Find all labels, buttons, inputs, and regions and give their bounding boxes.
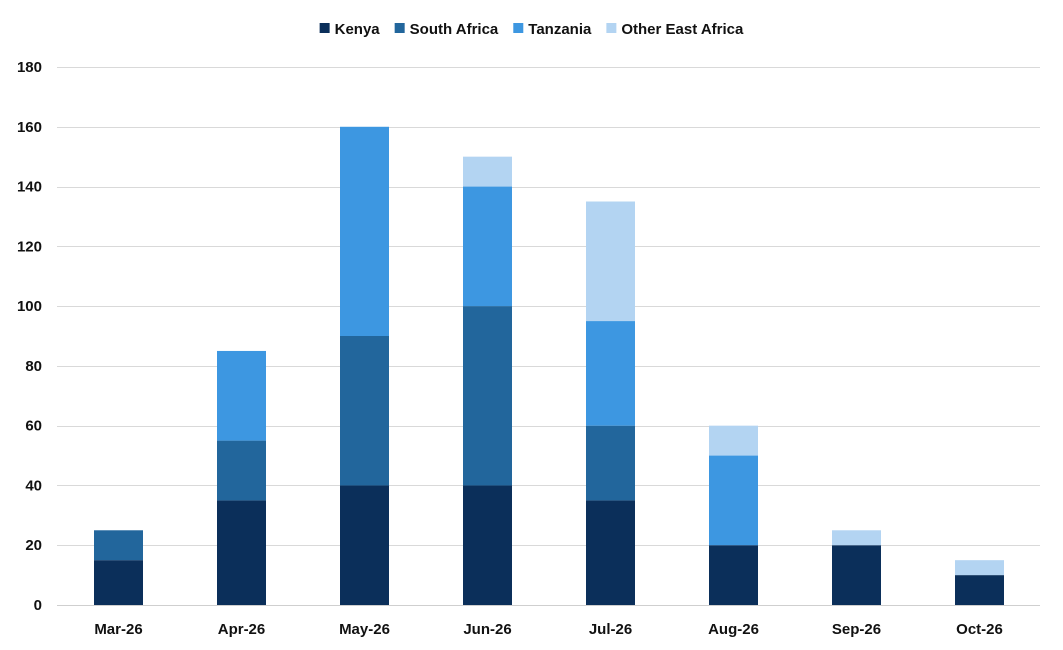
bar-segment: Other East Africa Jun-26: 10 [463,156,512,187]
y-tick-label: 120 [17,238,42,255]
x-tick-label: Jul-26 [589,621,632,638]
bar-segment: Kenya Sep-26: 20 [832,545,881,605]
y-tick-label: 100 [17,298,42,315]
legend-label: Tanzania [528,21,592,38]
bar-segment: South Africa Mar-26: 10 [94,530,143,561]
x-tick-label: Jun-26 [463,621,511,638]
x-tick-label: Aug-26 [708,621,759,638]
y-tick-label: 0 [34,597,42,614]
x-tick-label: Sep-26 [832,621,881,638]
bar-segment: Tanzania Jun-26: 40 [463,186,512,307]
legend-swatch [606,23,617,33]
bar-segment: Tanzania Aug-26: 30 [709,455,758,546]
legend-label: Other East Africa [621,21,744,38]
bar-segment: Kenya May-26: 40 [340,485,389,605]
y-tick-label: 160 [17,119,42,136]
y-tick-label: 140 [17,179,42,196]
bar-segment: Kenya Oct-26: 10 [955,575,1004,605]
bar-segment: Other East Africa Oct-26: 5 [955,560,1004,576]
bar-segment: South Africa Apr-26: 20 [217,440,266,501]
legend: Kenya South Africa Tanzania Other East Afri… [319,21,744,38]
bar-segment: Other East Africa Sep-26: 5 [832,530,881,546]
x-tick-label: Oct-26 [956,621,1003,638]
bar-segment: South Africa Jul-26: 25 [586,425,635,501]
x-tick-label: Mar-26 [94,621,142,638]
bar-segment: Tanzania Jul-26: 35 [586,321,635,426]
legend-label: South Africa [410,21,499,38]
legend-swatch [319,23,330,33]
axes: 0 20 40 60 80 100 120 140 160 180 Mar-26 Apr-26 May-… [17,59,1003,638]
y-tick-label: 20 [25,537,42,554]
legend-swatch [394,23,405,33]
bar-segment: Kenya Mar-26: 15 [94,560,143,605]
bar-segment: Kenya Apr-26: 35 [217,500,266,605]
bar-segment: Tanzania Apr-26: 30 [217,350,266,441]
bar-segment: South Africa Jun-26: 60 [463,306,512,486]
bar-segment: Kenya Aug-26: 20 [709,545,758,605]
bar-segment: South Africa May-26: 50 [340,336,389,486]
gridlines [57,67,1040,606]
y-tick-label: 40 [25,477,42,494]
bar-segment: Kenya Jun-26: 40 [463,485,512,605]
y-tick-label: 180 [17,59,42,76]
x-tick-label: May-26 [339,621,390,638]
legend-swatch [513,23,524,33]
bar-segment: Other East Africa Aug-26: 10 [709,425,758,456]
bars: Kenya Mar-26: 15South Africa Mar-26: 10 K… [94,126,1004,605]
bar-segment: Kenya Jul-26: 35 [586,500,635,605]
y-tick-label: 80 [25,358,42,375]
y-tick-label: 60 [25,418,42,435]
legend-label: Kenya [335,21,381,38]
x-tick-label: Apr-26 [218,621,266,638]
bar-segment: Other East Africa Jul-26: 40 [586,201,635,322]
bar-segment: Tanzania May-26: 70 [340,126,389,337]
